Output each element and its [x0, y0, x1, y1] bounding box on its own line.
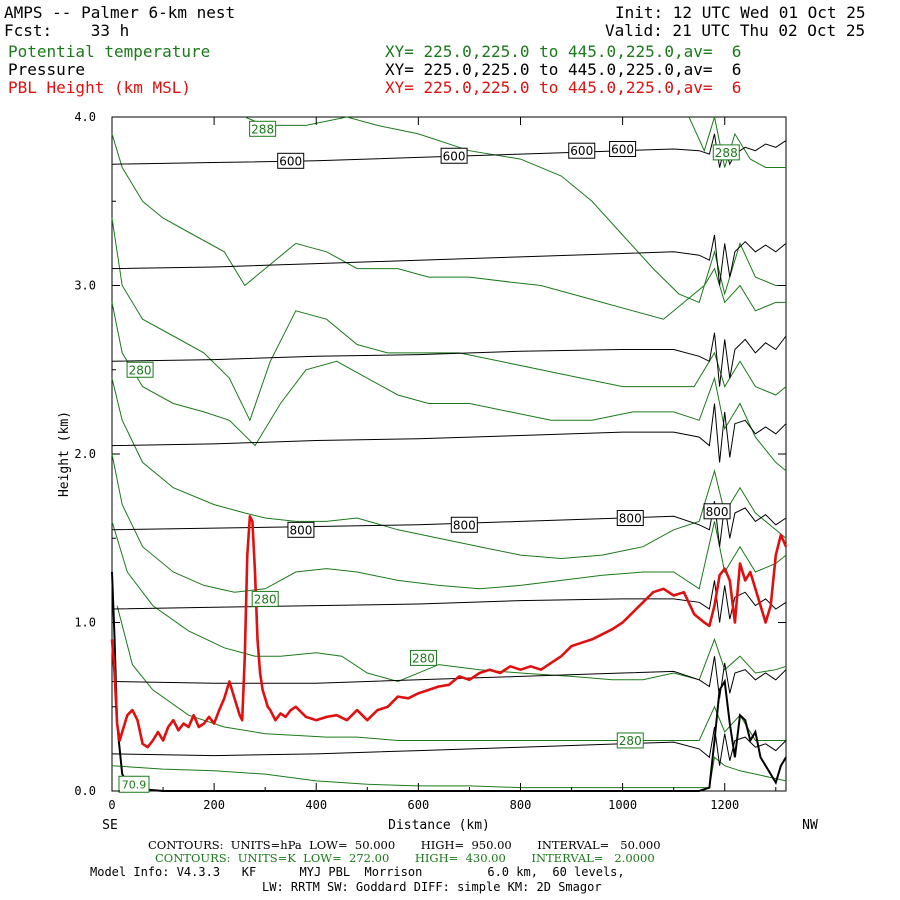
terrain-line: [111, 571, 787, 792]
x-tick-label: 400: [305, 798, 327, 812]
plot-frame: [111, 116, 787, 792]
pressure-contour-label: 600: [570, 144, 593, 158]
pressure-contour-line: [111, 403, 787, 463]
pressure-contour-label: 800: [619, 512, 642, 526]
pressure-contour-label: 800: [453, 518, 476, 532]
x-tick-label: 1200: [710, 798, 739, 812]
pressure-contour-label: 800: [289, 523, 312, 537]
field-pressure-name: Pressure: [8, 60, 86, 79]
pressure-contour-label-box: [703, 503, 731, 520]
theta-contour-line: [111, 218, 787, 422]
theta-contour-label: 280: [412, 651, 435, 665]
pressure-contours: [111, 133, 787, 766]
theta-contour-line: [244, 116, 786, 304]
physics-info: LW: RRTM SW: Goddard DIFF: simple KM: 2D…: [262, 880, 602, 894]
pressure-contour-line: [111, 580, 787, 623]
y-tick-label: 1.0: [74, 616, 96, 630]
theta-contour-info: CONTOURS: UNITS=K LOW= 272.00 HIGH= 430.…: [155, 851, 655, 865]
field-theta-name: Potential temperature: [8, 42, 211, 61]
field-theta-xy: XY= 225.0,225.0 to 445.0,225.0,av= 6: [385, 42, 742, 61]
chart-title: AMPS -- Palmer 6-km nest: [4, 3, 236, 22]
theta-contour-label: 280: [129, 363, 152, 377]
valid-time: Valid: 21 UTC Thu 02 Oct 25: [605, 21, 866, 40]
pressure-contour-label-box: [568, 142, 596, 159]
field-pbl-xy: XY= 225.0,225.0 to 445.0,225.0,av= 6: [385, 78, 742, 97]
pressure-contour-label-box: [277, 152, 305, 169]
init-time: Init: 12 UTC Wed 01 Oct 25: [615, 3, 866, 22]
left-end-label: SE: [102, 818, 118, 833]
y-axis-title: Height (km): [57, 411, 72, 497]
theta-contour-label-box: [409, 649, 437, 666]
theta-contours: [111, 116, 787, 789]
pressure-contour-line: [111, 501, 787, 547]
pressure-contour-label: 600: [279, 154, 302, 168]
y-tick-label: 4.0: [74, 110, 96, 124]
pressure-contour-line: [111, 656, 787, 699]
theta-contour-line: [116, 605, 786, 741]
contour-labels: 600 600 600 600 800 800 800 800 288 288 280 280 280 2…: [118, 120, 740, 793]
theta-contour-label: 280: [254, 592, 277, 606]
theta-contour-label-box: [249, 120, 277, 137]
x-tick-label: 0: [108, 798, 115, 812]
pressure-contour-label-box: [450, 516, 478, 533]
terrain-label: 70.9: [122, 778, 147, 791]
pressure-contour-label: 600: [611, 143, 634, 157]
theta-contour-line: [111, 378, 787, 560]
x-tick-label: 800: [510, 798, 532, 812]
model-info: Model Info: V4.3.3 KF MYJ PBL Morrison 6…: [90, 865, 625, 879]
pressure-contour-label-box: [440, 147, 468, 164]
theta-contour-label-box: [126, 361, 154, 378]
axes: 0 200 400 600 800 1000 1200 0.0 1.0 2.0 3.0 4.0 Dist…: [57, 110, 818, 833]
theta-contour-line: [111, 521, 787, 683]
x-tick-label: 1000: [608, 798, 637, 812]
pressure-contour-label-box: [616, 510, 644, 527]
theta-contour-label-box: [616, 732, 644, 749]
pressure-contour-label-box: [609, 141, 637, 158]
pressure-contour-info: CONTOURS: UNITS=hPa LOW= 50.000 HIGH= 95…: [148, 838, 661, 852]
pbl-height-line: [110, 514, 788, 749]
field-pressure-xy: XY= 225.0,225.0 to 445.0,225.0,av= 6: [385, 60, 742, 79]
right-end-label: NW: [802, 818, 818, 833]
forecast-hour: Fcst: 33 h: [4, 21, 130, 40]
theta-contour-label: 288: [251, 122, 274, 136]
terrain-label-box: [118, 775, 150, 793]
x-tick-label: 200: [203, 798, 225, 812]
theta-contour-label-box: [251, 590, 279, 607]
pressure-contour-line: [111, 133, 787, 168]
terrain-line-group: [111, 571, 787, 792]
pressure-contour-label: 800: [706, 505, 729, 519]
pressure-contour-label-box: [287, 521, 315, 538]
y-tick-label: 0.0: [74, 784, 96, 798]
y-tick-label: 3.0: [74, 279, 96, 293]
theta-contour-label: 288: [715, 146, 738, 160]
x-axis-title: Distance (km): [388, 818, 490, 833]
theta-contour-line: [111, 302, 787, 472]
y-tick-label: 2.0: [74, 447, 96, 461]
x-tick-label: 600: [408, 798, 430, 812]
pressure-contour-label: 600: [443, 149, 466, 163]
pressure-contour-line: [111, 234, 787, 286]
field-pbl-name: PBL Height (km MSL): [8, 78, 192, 97]
pbl-height-group: [110, 514, 788, 749]
theta-contour-label: 280: [619, 734, 642, 748]
theta-contour-line: [111, 756, 787, 789]
pressure-contour-line: [111, 726, 787, 766]
theta-contour-line: [111, 453, 787, 593]
pressure-contour-line: [111, 332, 787, 387]
theta-contour-label-box: [712, 144, 740, 161]
